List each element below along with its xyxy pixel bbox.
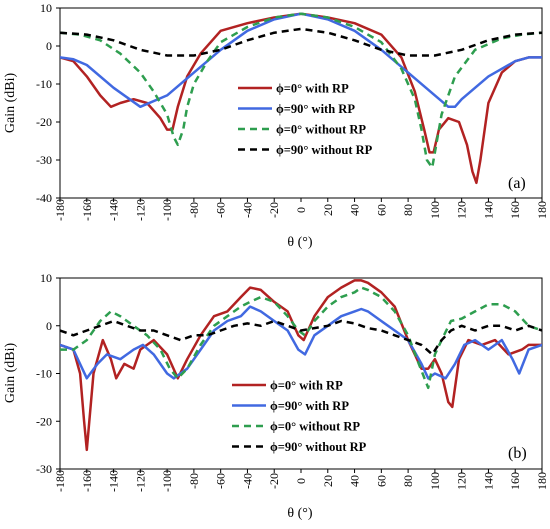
x-tick-label: 140: [481, 472, 495, 490]
x-tick-label: -20: [267, 202, 281, 218]
y-tick-label: 0: [46, 319, 52, 333]
x-tick-label: 160: [508, 472, 522, 490]
x-tick-label: -60: [214, 473, 228, 489]
x-tick-label: 20: [321, 475, 335, 487]
y-tick-label: -20: [36, 115, 52, 129]
x-tick-label: 0: [294, 478, 308, 484]
x-tick-label: -160: [80, 199, 94, 221]
x-tick-label: -60: [214, 202, 228, 218]
x-tick-label: -140: [107, 199, 121, 221]
legend-entry-2: ϕ=90° with RP: [276, 102, 355, 116]
y-axis-label: Gain (dBi): [3, 343, 18, 404]
series-line-3: [60, 12, 542, 169]
x-tick-label: 140: [481, 201, 495, 219]
x-tick-label: 40: [348, 204, 362, 216]
series-line-2: [60, 305, 542, 380]
legend-entry-3: ϕ=0° without RP: [276, 123, 366, 137]
x-tick-label: -140: [107, 470, 121, 492]
x-tick-label: -180: [53, 470, 67, 492]
y-tick-label: -30: [36, 153, 52, 167]
x-tick-label: 60: [374, 475, 388, 487]
x-axis-label: θ (°): [287, 506, 312, 521]
series-line-2: [60, 12, 542, 109]
x-tick-label: -100: [160, 199, 174, 221]
x-tick-label: 160: [508, 201, 522, 219]
series-line-3: [60, 286, 542, 390]
y-tick-label: -30: [36, 462, 52, 476]
x-tick-label: 80: [401, 475, 415, 487]
x-tick-label: -20: [267, 473, 281, 489]
y-axis-label: Gain (dBi): [3, 73, 18, 134]
x-axis-label: θ (°): [287, 235, 312, 250]
legend: ϕ=0° with RP ϕ=90° with RP ϕ=0° without RP…: [238, 82, 373, 157]
x-tick-label: -40: [240, 202, 254, 218]
chart-panel-2: 100-10-20-30-180 -160 -140 -120 -100 -80 -60 -4…: [3, 271, 549, 521]
y-tick-label: -20: [36, 414, 52, 428]
legend-entry-1: ϕ=0° with RP: [276, 82, 349, 96]
panel-label: (a): [508, 175, 526, 192]
x-tick-label: 180: [535, 201, 549, 219]
x-tick-label: 100: [428, 472, 442, 490]
y-tick-label: -40: [36, 191, 52, 205]
x-tick-label: 180: [535, 472, 549, 490]
x-tick-label: 0: [294, 207, 308, 213]
y-tick-label: -10: [36, 367, 52, 381]
legend-entry-4: ϕ=90° without RP: [270, 440, 367, 454]
x-tick-label: 120: [455, 472, 469, 490]
legend-entry-3: ϕ=0° without RP: [270, 420, 360, 434]
x-tick-label: 40: [348, 475, 362, 487]
x-tick-label: -80: [187, 202, 201, 218]
y-tick-label: 10: [40, 271, 52, 285]
x-tick-label: 80: [401, 204, 415, 216]
panel-label: (b): [508, 445, 527, 462]
series-line-4: [60, 27, 542, 57]
x-tick-label: 120: [455, 201, 469, 219]
legend: ϕ=0° with RP ϕ=90° with RP ϕ=0° without RP…: [232, 379, 367, 454]
x-tick-label: -120: [133, 199, 147, 221]
x-tick-label: 60: [374, 204, 388, 216]
x-tick-label: -160: [80, 470, 94, 492]
y-tick-label: 10: [40, 1, 52, 15]
legend-entry-1: ϕ=0° with RP: [270, 379, 343, 393]
x-tick-label: -120: [133, 470, 147, 492]
legend-entry-4: ϕ=90° without RP: [276, 143, 373, 157]
series-line-1: [60, 279, 542, 452]
series-line-1: [60, 12, 542, 185]
series-line-4: [60, 319, 542, 356]
y-tick-label: -10: [36, 77, 52, 91]
x-tick-label: 20: [321, 204, 335, 216]
x-tick-label: -80: [187, 473, 201, 489]
legend-entry-2: ϕ=90° with RP: [270, 399, 349, 413]
chart-panel-1: 100-10-20-30-40-180 -160 -140 -120 -100 -80 -6…: [3, 1, 549, 250]
y-tick-label: 0: [46, 39, 52, 53]
x-tick-label: 100: [428, 201, 442, 219]
x-tick-label: -40: [240, 473, 254, 489]
x-tick-label: -180: [53, 199, 67, 221]
x-tick-label: -100: [160, 470, 174, 492]
